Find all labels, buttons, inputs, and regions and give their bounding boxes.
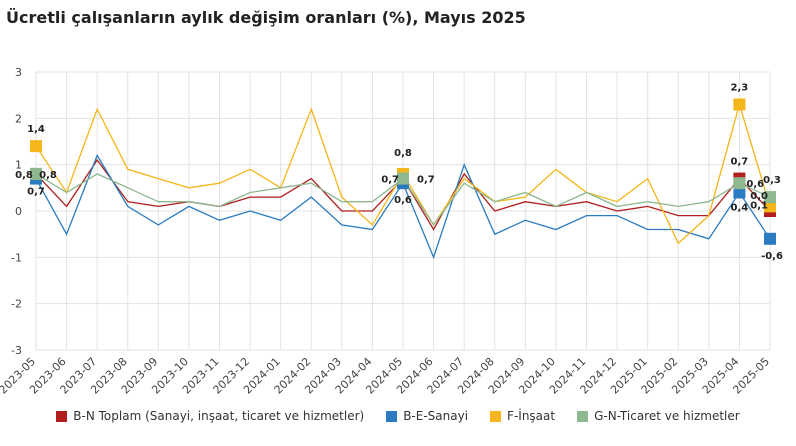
legend-item[interactable]: F-İnşaat	[490, 409, 555, 423]
data-label: 0,8	[394, 148, 412, 159]
y-tick-label: 1	[15, 159, 22, 172]
legend-swatch	[490, 410, 502, 422]
legend-label: B-E-Sanayi	[403, 409, 469, 423]
y-tick-label: 3	[15, 66, 22, 79]
data-point-marker	[764, 191, 776, 204]
legend-label: B-N Toplam (Sanayi, inşaat, ticaret ve h…	[73, 409, 365, 423]
data-label: 0,6	[394, 195, 412, 206]
data-label: 0,1	[750, 200, 768, 211]
data-label: 0,8	[39, 170, 57, 181]
y-tick-label: 0	[15, 205, 22, 218]
y-tick-label: -1	[11, 251, 22, 264]
data-label: 0,7	[417, 175, 435, 186]
data-label: -0,6	[761, 251, 783, 262]
data-label: 0,4	[731, 202, 749, 213]
legend-item[interactable]: B-E-Sanayi	[386, 409, 468, 423]
data-label: 0,7	[731, 157, 749, 168]
data-label: 2,3	[731, 82, 749, 93]
data-label: 0,6	[746, 179, 764, 190]
y-tick-label: -3	[11, 344, 22, 357]
y-tick-label: -2	[11, 298, 22, 311]
data-label: 0,7	[381, 175, 399, 186]
legend-item[interactable]: B-N Toplam (Sanayi, inşaat, ticaret ve h…	[56, 409, 364, 423]
data-label: 0,3	[763, 175, 781, 186]
legend-item[interactable]: G-N-Ticaret ve hizmetler	[577, 409, 740, 423]
data-point-marker	[397, 172, 409, 185]
data-label: 0,0	[750, 191, 768, 202]
chart-title: Ücretli çalışanların aylık değişim oranl…	[6, 8, 526, 27]
data-point-marker	[764, 232, 776, 245]
data-point-marker	[733, 186, 746, 199]
data-label: 1,4	[27, 124, 45, 135]
legend-swatch	[386, 410, 398, 422]
data-point-marker	[764, 200, 776, 213]
data-point-marker	[30, 167, 42, 180]
chart-legend: B-N Toplam (Sanayi, inşaat, ticaret ve h…	[0, 409, 796, 423]
legend-swatch	[577, 410, 589, 422]
data-label: 0,8	[15, 170, 33, 181]
legend-label: F-İnşaat	[507, 409, 556, 423]
data-point-marker	[733, 98, 746, 111]
data-point-marker	[733, 177, 746, 190]
data-point-marker	[30, 140, 42, 153]
y-tick-label: 2	[15, 112, 22, 125]
data-label: 0,7	[27, 187, 45, 198]
legend-swatch	[56, 410, 68, 422]
legend-label: G-N-Ticaret ve hizmetler	[594, 409, 740, 423]
